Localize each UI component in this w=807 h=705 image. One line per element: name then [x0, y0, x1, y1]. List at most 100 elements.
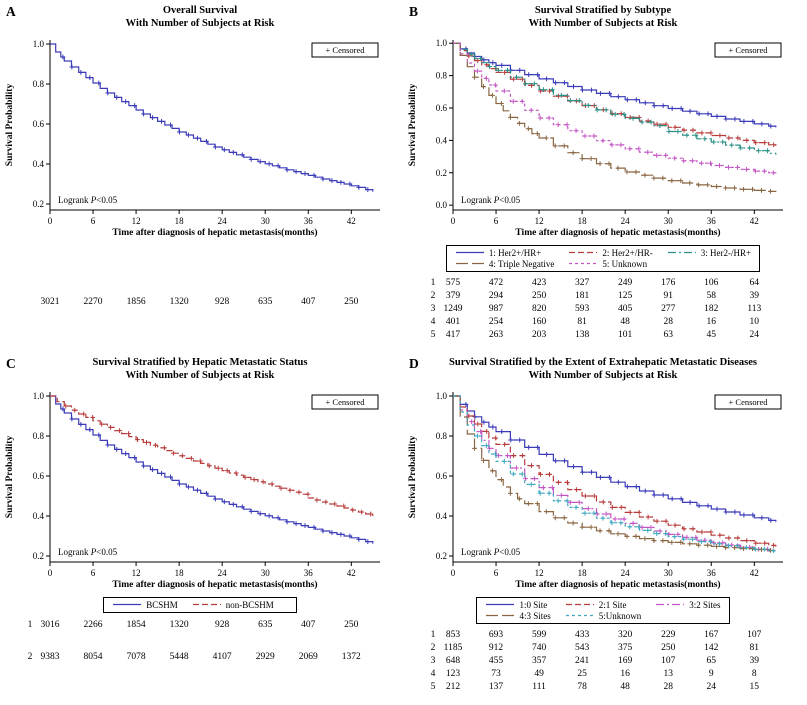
y-tick-label: 0.2 — [436, 551, 447, 561]
at-risk-count: 575 — [445, 277, 461, 288]
legend-label: 3: Her2-/HR+ — [700, 247, 752, 258]
at-risk-count: 693 — [488, 629, 504, 640]
at-risk-row: 1 3016 2266 1854 1320 928 635 407 250 — [0, 620, 403, 633]
legend-label: 5: Unknown — [602, 258, 648, 269]
series-3-sites — [453, 395, 777, 553]
legend-line-sample — [656, 603, 685, 606]
censor-marks-0-site — [463, 402, 774, 523]
x-axis-label-c: Time after diagnosis of hepatic metastas… — [112, 580, 318, 590]
censor-marks-bcshm — [60, 406, 371, 544]
at-risk-count: 423 — [531, 277, 547, 288]
x-tick-label: 24 — [621, 568, 631, 578]
x-tick-label: 36 — [707, 216, 717, 226]
at-risk-row-label: 1 — [27, 620, 33, 630]
x-tick-label: 24 — [218, 568, 228, 578]
at-risk-count: 1320 — [169, 297, 189, 307]
panel-c-title-line1: Survival Stratified by Hepatic Metastati… — [92, 357, 308, 368]
legend-item-3-sites: 4:3 Sites — [485, 611, 551, 621]
x-tick-label: 30 — [664, 216, 674, 226]
x-axis-label-d: Time after diagnosis of hepatic metastas… — [515, 580, 721, 590]
at-risk-row-label: 4 — [430, 316, 436, 327]
survival-curve-non-bcshm — [50, 395, 374, 516]
x-tick-label: 12 — [132, 216, 141, 226]
at-risk-row-label: 5 — [430, 329, 436, 340]
censored-label: + Censored — [325, 397, 365, 407]
at-risk-count: 472 — [488, 277, 504, 288]
series-non-bcshm — [50, 395, 374, 517]
y-tick-label: 1.0 — [436, 38, 448, 48]
censor-marks-overall — [60, 54, 371, 192]
x-tick-label: 6 — [91, 216, 96, 226]
legend-line-sample — [667, 251, 696, 254]
x-tick-label: 30 — [664, 568, 674, 578]
x-tick-label: 30 — [261, 216, 271, 226]
y-ticks: 0.2 0.4 0.6 0.8 1.0 — [33, 391, 50, 561]
at-risk-count: 182 — [704, 303, 719, 314]
at-risk-count: 181 — [575, 290, 590, 301]
panel-a-title-line2: With Number of Subjects at Risk — [125, 18, 275, 30]
panel-a-title-line1: Overall Survival — [162, 5, 238, 16]
at-risk-count: 2270 — [83, 297, 103, 307]
at-risk-row: 3 648 455 357 241 169 107 65 39 — [403, 656, 807, 669]
censor-marks-her2neg-hrpos — [469, 51, 770, 154]
at-risk-count: 9383 — [40, 652, 60, 662]
censored-legend: + Censored — [714, 394, 782, 410]
at-risk-row-label: 1 — [430, 629, 436, 640]
at-risk-count: 25 — [577, 668, 587, 679]
at-risk-count: 405 — [618, 303, 633, 314]
legend-label: BCSHM — [146, 599, 178, 610]
x-ticks: 0 6 12 18 24 30 36 42 — [451, 210, 759, 226]
legend-label: non-BCSHM — [225, 599, 274, 610]
km-plot-a: 0.2 0.4 0.6 0.8 1.0 0 6 12 18 24 30 36 42 Survival Pr… — [5, 39, 380, 226]
panel-letter-b: B — [409, 4, 419, 19]
logrank-note: Logrank P<0.05 — [461, 547, 521, 557]
legend-box: 1: Her2+/HR+ 2: Her2+/HR- 3: Her2-/HR+ 4: T… — [445, 244, 761, 272]
x-tick-label: 6 — [494, 568, 499, 578]
at-risk-count: 111 — [532, 681, 546, 692]
at-risk-count: 106 — [704, 277, 719, 288]
legend-line-sample — [565, 603, 594, 606]
at-risk-count: 123 — [445, 668, 461, 679]
at-risk-count: 7078 — [126, 652, 146, 662]
x-tick-label: 6 — [91, 568, 96, 578]
censor-marks-2-sites — [469, 419, 770, 552]
at-risk-row-label: 4 — [430, 668, 436, 679]
series-triple-negative — [453, 42, 777, 194]
at-risk-count: 249 — [618, 277, 633, 288]
at-risk-count: 250 — [661, 642, 676, 653]
censored-legend: + Censored — [714, 42, 782, 58]
series-unknown-sites — [453, 395, 777, 554]
at-risk-count: 10 — [749, 316, 760, 327]
axes — [452, 392, 783, 563]
survival-curve-3-sites — [453, 395, 777, 551]
censored-label: + Censored — [728, 397, 768, 407]
x-tick-label: 12 — [535, 568, 544, 578]
at-risk-count: 142 — [704, 642, 719, 653]
at-risk-count: 24 — [706, 681, 717, 692]
x-tick-label: 18 — [175, 568, 185, 578]
series-0-site — [453, 395, 777, 523]
km-plot-d: 0.2 0.4 0.6 0.8 1.0 0 6 12 18 24 30 36 42 Survival Pr… — [408, 391, 783, 578]
at-risk-count: 160 — [531, 316, 547, 327]
panel-c-title: Survival Stratified by Hepatic Metastati… — [0, 356, 400, 384]
at-risk-count: 853 — [445, 629, 461, 640]
legend-line-sample — [569, 262, 598, 265]
x-ticks: 0 6 12 18 24 30 36 42 — [451, 562, 759, 578]
at-risk-count: 91 — [663, 290, 673, 301]
x-tick-label: 24 — [218, 216, 228, 226]
panel-b-title: Survival Stratified by Subtype With Numb… — [403, 4, 803, 32]
y-tick-label: 0.4 — [33, 159, 45, 169]
axes — [452, 40, 783, 211]
at-risk-count: 1854 — [126, 620, 146, 630]
at-risk-count: 1856 — [126, 297, 146, 307]
legend-line-sample — [113, 603, 142, 606]
x-ticks: 0 6 12 18 24 30 36 42 — [48, 210, 356, 226]
at-risk-row: 1 853 693 599 433 320 229 167 107 — [403, 630, 807, 643]
legend-item-her2pos-hrneg: 2: Her2+/HR- — [568, 248, 653, 258]
at-risk-count: 1249 — [443, 303, 463, 314]
at-risk-row: 4 401 254 160 81 48 28 16 10 — [403, 317, 807, 330]
x-tick-label: 36 — [707, 568, 717, 578]
legend-item-1-site: 2:1 Site — [565, 600, 642, 610]
censor-marks-1-site — [466, 413, 777, 548]
series-unknown — [453, 42, 777, 176]
